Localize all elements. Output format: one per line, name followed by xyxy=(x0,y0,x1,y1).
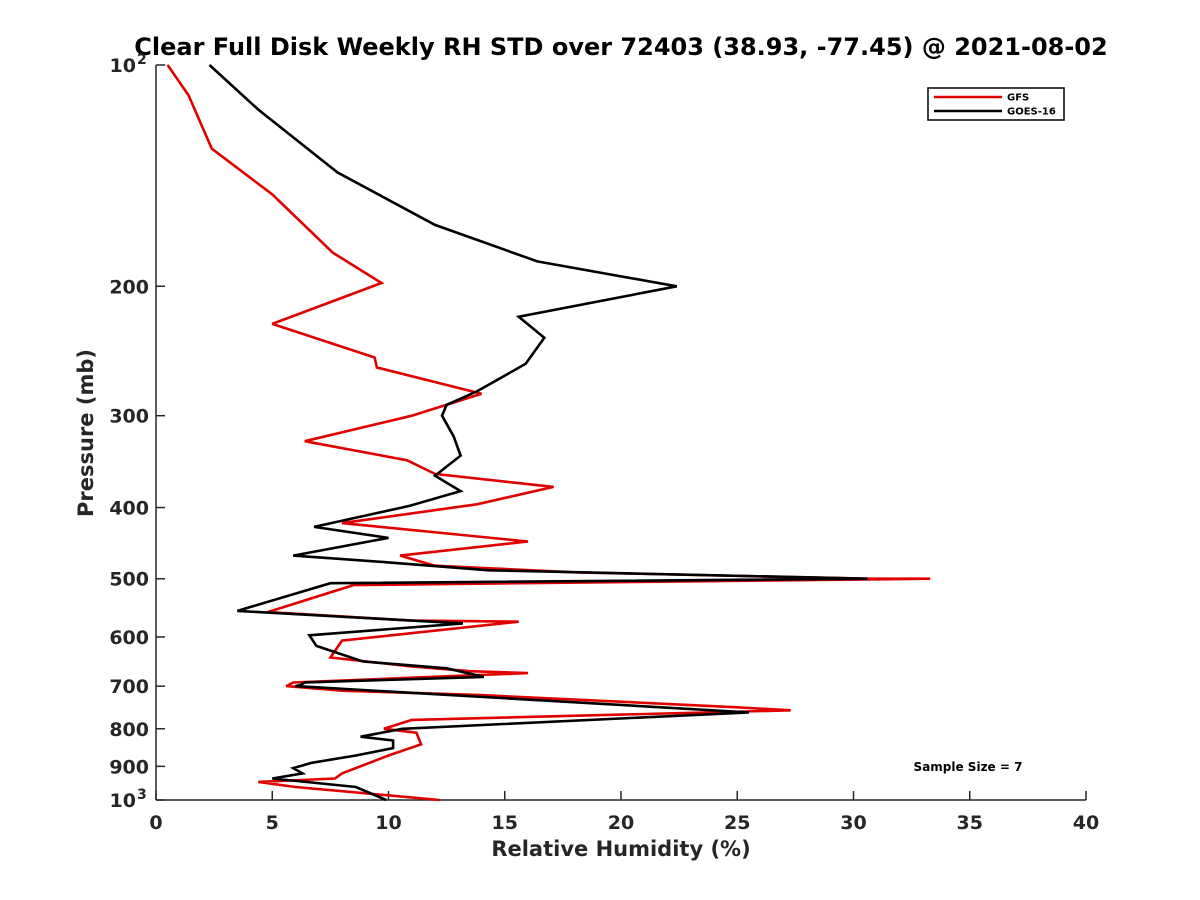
y-tick-exponent: 2 xyxy=(137,52,147,68)
y-tick-label: 900 xyxy=(109,756,149,778)
legend-box xyxy=(927,87,1065,121)
x-tick-label: 5 xyxy=(266,812,279,834)
x-tick-label: 40 xyxy=(1073,812,1099,834)
y-tick-label: 10 xyxy=(110,55,136,77)
series-lines xyxy=(166,64,931,802)
y-tick-exponent: 3 xyxy=(137,787,147,803)
y-tick-label: 300 xyxy=(109,406,149,428)
series-line-goes16 xyxy=(208,64,868,802)
legend: GFS GOES-16 xyxy=(927,87,1065,121)
x-tick-label: 30 xyxy=(840,812,866,834)
sample-size-annotation: Sample Size = 7 xyxy=(914,760,1023,774)
x-tick-label: 0 xyxy=(149,812,162,834)
y-tick-label: 800 xyxy=(109,719,149,741)
chart-title: Clear Full Disk Weekly RH STD over 72403… xyxy=(134,33,1107,61)
x-tick-label: 10 xyxy=(375,812,401,834)
y-tick-label: 500 xyxy=(109,569,149,591)
x-tick-label: 15 xyxy=(492,812,518,834)
y-tick-label: 700 xyxy=(109,676,149,698)
y-axis-title: Pressure (mb) xyxy=(74,349,98,517)
x-tick-label: 20 xyxy=(608,812,634,834)
x-tick-label: 35 xyxy=(957,812,983,834)
plot-area: 0 5 10 15 20 25 30 35 40 10 220030040050060070080… xyxy=(109,52,1099,834)
y-tick-label: 10 xyxy=(110,790,136,812)
y-tick-label: 600 xyxy=(109,627,149,649)
y-tick-label: 200 xyxy=(109,276,149,298)
legend-label-goes16: GOES-16 xyxy=(1007,107,1056,118)
x-axis-title: Relative Humidity (%) xyxy=(491,837,750,861)
x-tick-label: 25 xyxy=(724,812,750,834)
legend-label-gfs: GFS xyxy=(1007,93,1029,104)
x-ticks: 0 5 10 15 20 25 30 35 40 xyxy=(149,791,1099,834)
y-tick-label: 400 xyxy=(109,498,149,520)
series-line-gfs xyxy=(166,64,931,802)
